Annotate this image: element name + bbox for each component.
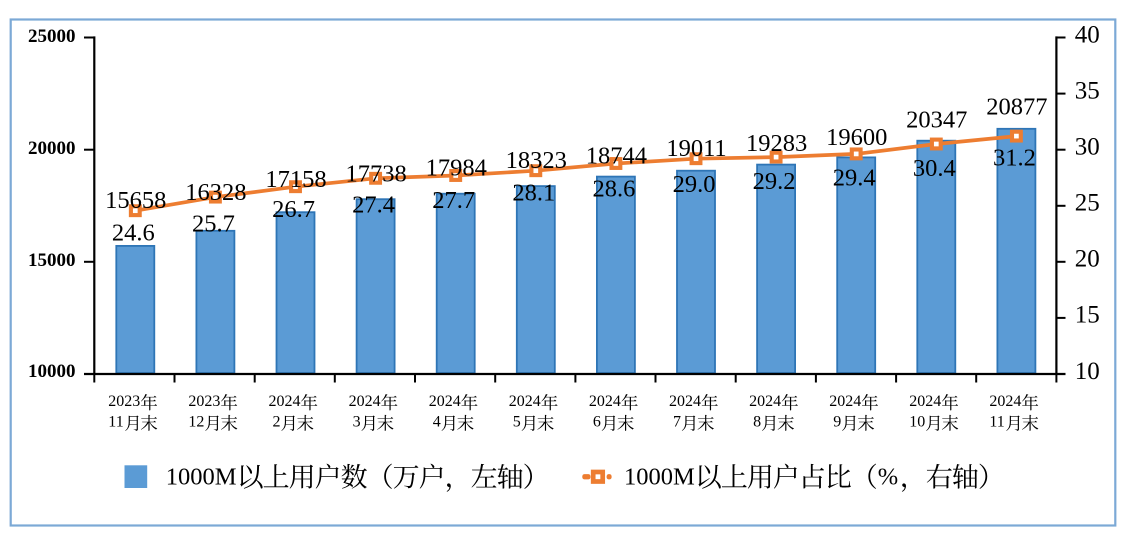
svg-text:2024: 2024	[429, 393, 461, 410]
svg-text:17158: 17158	[265, 166, 326, 193]
svg-text:24.6: 24.6	[112, 220, 155, 247]
svg-text:19600: 19600	[826, 124, 887, 151]
svg-text:26.7: 26.7	[272, 196, 315, 223]
svg-text:9: 9	[833, 414, 841, 431]
svg-text:15658: 15658	[105, 187, 166, 214]
svg-text:2024: 2024	[749, 393, 781, 410]
svg-text:10: 10	[909, 414, 925, 431]
svg-text:2024: 2024	[509, 393, 541, 410]
svg-text:27.7: 27.7	[432, 187, 475, 214]
svg-text:16328: 16328	[185, 179, 246, 206]
svg-text:31.2: 31.2	[993, 145, 1036, 172]
svg-text:40: 40	[1075, 21, 1100, 48]
svg-text:29.2: 29.2	[753, 168, 796, 195]
svg-text:2024: 2024	[829, 393, 861, 410]
svg-text:19011: 19011	[666, 135, 726, 162]
svg-text:27.4: 27.4	[352, 191, 395, 218]
svg-text:18323: 18323	[506, 147, 567, 174]
svg-text:2024: 2024	[909, 393, 941, 410]
svg-text:2023: 2023	[108, 393, 140, 410]
svg-text:5: 5	[513, 414, 521, 431]
svg-text:20347: 20347	[906, 106, 967, 133]
svg-text:2024: 2024	[269, 393, 301, 410]
svg-text:25000: 25000	[28, 26, 76, 47]
svg-text:4: 4	[433, 414, 441, 431]
svg-text:6: 6	[593, 414, 601, 431]
svg-text:25: 25	[1075, 190, 1100, 217]
svg-text:30: 30	[1075, 134, 1100, 161]
svg-text:2024: 2024	[989, 393, 1021, 410]
svg-text:1000M: 1000M	[166, 464, 237, 491]
svg-text:19283: 19283	[746, 130, 807, 157]
svg-text:3: 3	[353, 414, 361, 431]
svg-text:%: %	[878, 464, 898, 491]
svg-text:8: 8	[753, 414, 761, 431]
svg-text:29.0: 29.0	[673, 171, 716, 198]
svg-text:2: 2	[273, 414, 281, 431]
svg-text:28.1: 28.1	[512, 180, 555, 207]
svg-text:2023: 2023	[188, 393, 220, 410]
svg-text:15000: 15000	[28, 250, 76, 271]
svg-text:15: 15	[1075, 302, 1100, 329]
svg-text:35: 35	[1075, 77, 1100, 104]
svg-text:11: 11	[108, 414, 123, 431]
svg-text:30.4: 30.4	[913, 155, 956, 182]
svg-text:20877: 20877	[986, 93, 1047, 120]
svg-text:7: 7	[673, 414, 681, 431]
svg-text:2024: 2024	[669, 393, 701, 410]
svg-text:20000: 20000	[28, 138, 76, 159]
svg-text:1000M: 1000M	[624, 464, 695, 491]
svg-text:29.4: 29.4	[833, 165, 876, 192]
svg-text:17738: 17738	[345, 161, 406, 188]
svg-text:11: 11	[989, 414, 1004, 431]
svg-text:25.7: 25.7	[192, 211, 235, 238]
svg-text:2024: 2024	[589, 393, 621, 410]
svg-text:20: 20	[1075, 246, 1100, 273]
svg-text:2024: 2024	[349, 393, 381, 410]
svg-text:17984: 17984	[426, 154, 487, 181]
svg-text:18744: 18744	[586, 142, 647, 169]
svg-text:28.6: 28.6	[592, 175, 635, 202]
svg-text:12: 12	[188, 414, 204, 431]
svg-text:10: 10	[1075, 358, 1100, 385]
svg-text:10000: 10000	[28, 361, 76, 382]
